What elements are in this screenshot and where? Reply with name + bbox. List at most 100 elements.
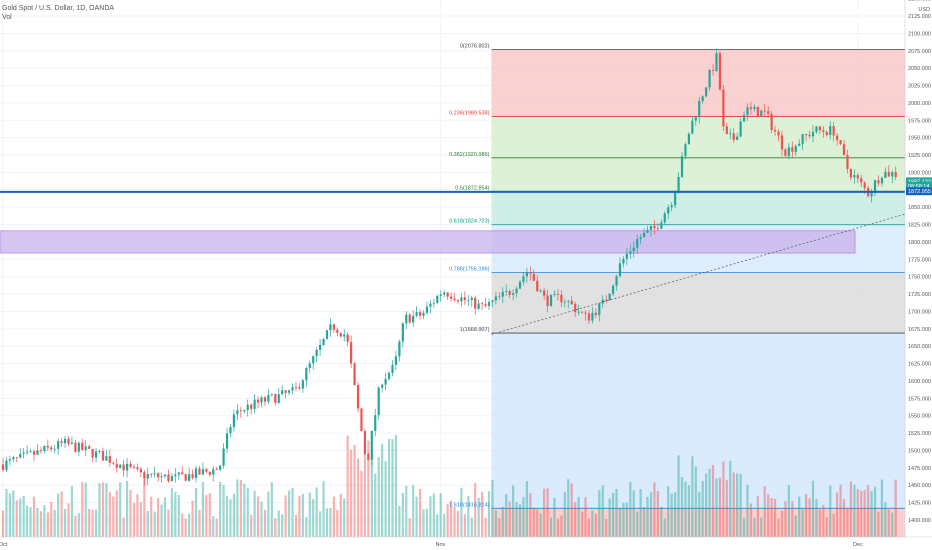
candle-body xyxy=(798,143,801,146)
candle-body xyxy=(253,399,256,409)
candle-body xyxy=(560,294,563,303)
volume-bar xyxy=(15,500,18,537)
price-tick-label: 1425.000 xyxy=(908,501,931,507)
volume-bar xyxy=(19,498,22,537)
candle-body xyxy=(88,446,91,449)
candle-body xyxy=(767,111,770,114)
volume-bar xyxy=(756,495,759,537)
volume-bar xyxy=(150,496,153,537)
candle-body xyxy=(198,468,201,475)
candle-body xyxy=(660,222,663,229)
volume-bar xyxy=(122,517,125,537)
candle-body xyxy=(146,474,149,479)
volume-bar xyxy=(243,483,246,537)
volume-bar xyxy=(432,493,435,537)
candle-body xyxy=(584,312,587,314)
candle-body xyxy=(408,314,411,323)
fib-label: 0.382(1920.986) xyxy=(449,152,490,158)
symbol-title: Gold Spot / U.S. Dollar, 1D, OANDA xyxy=(2,5,115,12)
volume-bar xyxy=(708,468,711,537)
candle-body xyxy=(157,473,160,478)
candle-body xyxy=(163,474,167,477)
volume-bar xyxy=(891,512,894,537)
candle-body xyxy=(405,314,408,324)
fib-label: 0.5(1872.854) xyxy=(455,185,489,191)
volume-bar xyxy=(353,444,356,537)
candle-body xyxy=(529,272,532,274)
volume-bar xyxy=(836,492,839,537)
volume-bar xyxy=(281,514,284,537)
volume-bar xyxy=(63,508,67,537)
price-tick-label: 1900.000 xyxy=(908,170,931,176)
price-tick-label: 1700.000 xyxy=(908,309,931,315)
candle-body xyxy=(32,451,36,455)
candle-body xyxy=(481,303,484,305)
candle-body xyxy=(429,303,432,307)
volume-bar xyxy=(229,499,232,537)
candle-body xyxy=(804,134,808,136)
volume-bar xyxy=(636,511,639,537)
volume-bar xyxy=(481,491,484,537)
candle-body xyxy=(825,131,828,135)
price-tick-label: 1725.000 xyxy=(908,292,931,298)
volume-bar xyxy=(625,502,628,537)
price-label: 1872.955 xyxy=(908,189,931,195)
candle-body xyxy=(656,228,659,229)
candle-body xyxy=(505,291,508,292)
volume-bar xyxy=(308,492,311,537)
candle-body xyxy=(270,394,273,395)
volume-bar xyxy=(191,500,194,537)
volume-bar xyxy=(487,491,491,537)
candle-body xyxy=(81,442,84,450)
candle-body xyxy=(577,311,580,313)
candle-body xyxy=(791,147,794,152)
candle-body xyxy=(601,299,604,304)
volume-bar xyxy=(639,489,642,537)
price-tick-label: 1925.000 xyxy=(908,153,931,159)
volume-bar xyxy=(570,483,573,537)
candle-body xyxy=(639,237,642,240)
volume-bar xyxy=(370,461,373,537)
candle-body xyxy=(880,177,884,184)
volume-bar xyxy=(725,480,728,537)
candle-body xyxy=(63,438,67,444)
candle-body xyxy=(887,171,890,177)
volume-bar xyxy=(691,456,694,537)
candle-body xyxy=(294,387,298,388)
candle-body xyxy=(263,397,267,402)
candle-body xyxy=(818,126,821,131)
candle-body xyxy=(694,117,697,121)
volume-bar xyxy=(818,509,821,537)
candle-body xyxy=(191,474,194,478)
candle-body xyxy=(756,106,759,117)
volume-bar xyxy=(746,484,749,537)
candle-body xyxy=(553,293,556,295)
volume-bar xyxy=(594,513,597,537)
volume-bar xyxy=(377,456,380,537)
candle-body xyxy=(277,394,280,403)
candle-body xyxy=(432,302,435,304)
volume-bar xyxy=(887,509,890,537)
candle-body xyxy=(484,304,487,306)
volume-bar xyxy=(125,480,129,537)
candle-body xyxy=(26,451,29,453)
volume-bar xyxy=(470,517,473,537)
price-tick-label: 1475.000 xyxy=(908,466,931,472)
volume-bar xyxy=(32,496,36,537)
volume-bar xyxy=(94,509,98,537)
volume-bar xyxy=(5,488,8,537)
price-axis-bg xyxy=(905,0,932,550)
volume-bar xyxy=(119,482,122,537)
purple-zone xyxy=(0,230,856,254)
fibonacci-retracement xyxy=(491,49,905,537)
candle-body xyxy=(443,292,446,295)
volume-bar xyxy=(701,480,704,537)
volume-bar xyxy=(43,505,46,537)
price-tick-label: 1575.000 xyxy=(908,396,931,402)
candle-body xyxy=(94,451,98,458)
volume-bar xyxy=(263,509,267,537)
volume-bar xyxy=(698,491,701,537)
candle-body xyxy=(605,299,608,301)
volume-bar xyxy=(129,489,132,537)
